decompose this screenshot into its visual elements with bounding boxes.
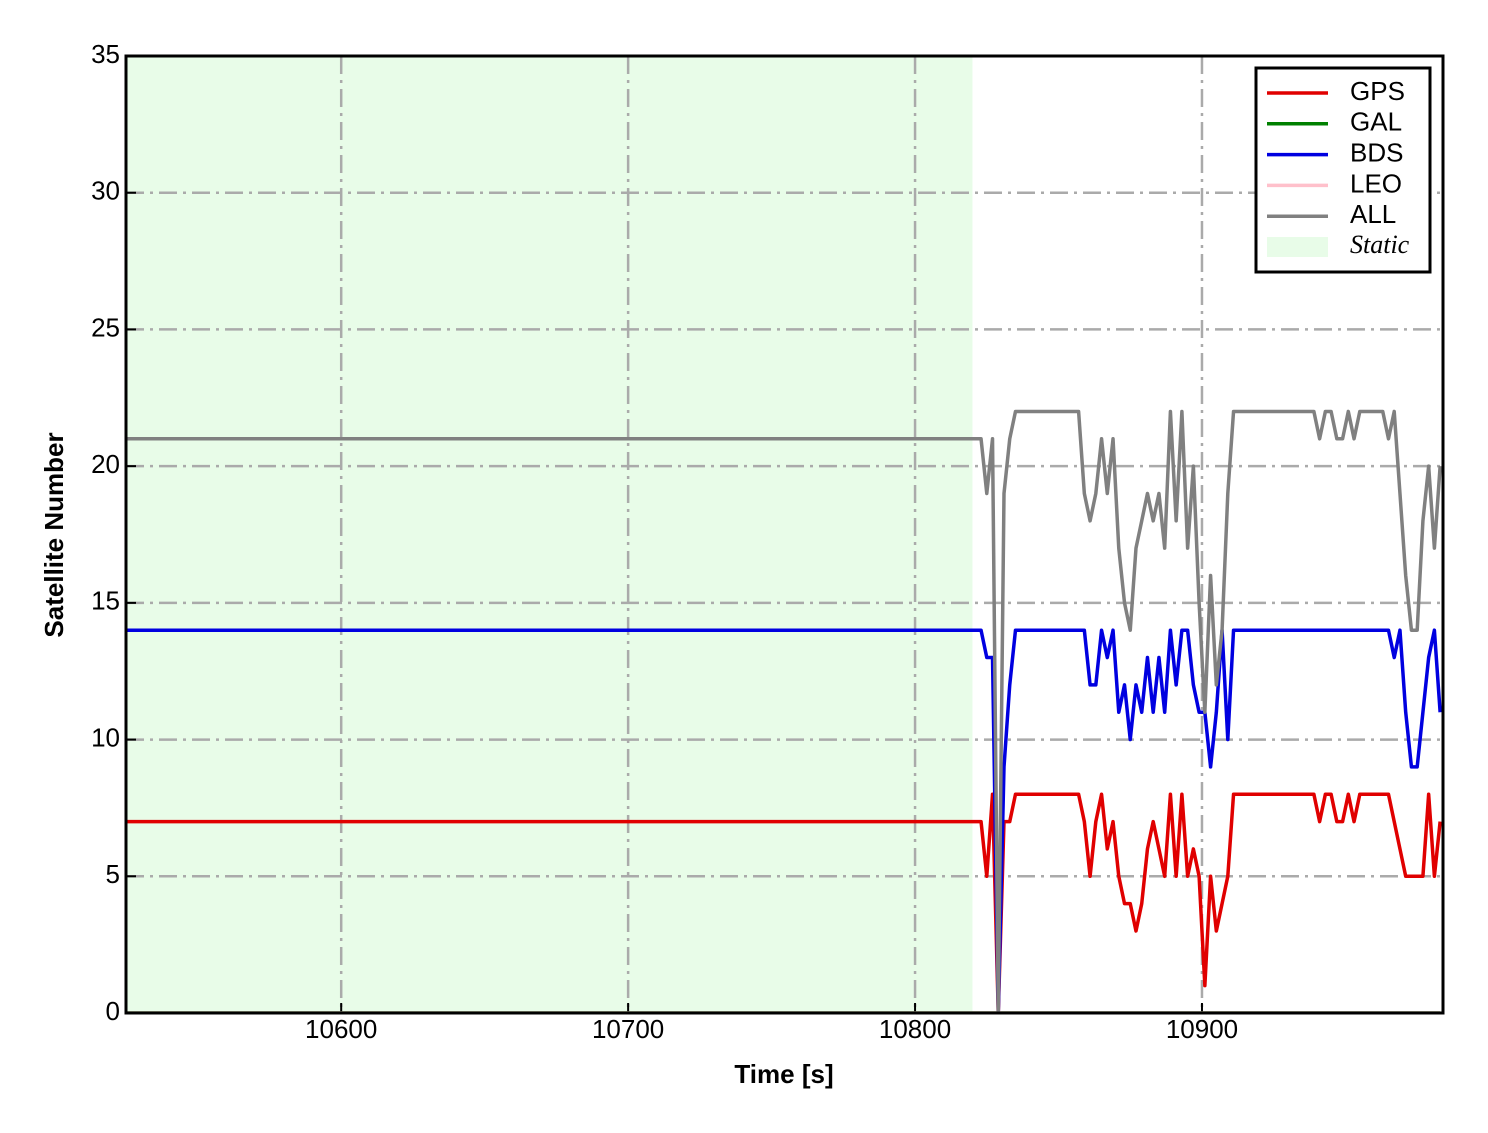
x-tick-label: 10700	[592, 1014, 664, 1044]
legend-label: GAL	[1350, 107, 1402, 137]
y-tick-label: 35	[91, 39, 120, 69]
y-tick-label: 25	[91, 312, 120, 342]
series-line	[126, 409, 1442, 1013]
y-tick-label: 30	[91, 176, 120, 206]
y-tick-label: 20	[91, 449, 120, 479]
legend-label: GPS	[1350, 76, 1405, 106]
x-tick-label: 10900	[1166, 1014, 1238, 1044]
x-tick-label: 10600	[305, 1014, 377, 1044]
plot-frame	[124, 54, 1445, 1015]
x-axis-label: Time [s]	[734, 1059, 833, 1089]
legend-label: ALL	[1350, 199, 1396, 229]
legend-label: BDS	[1350, 137, 1403, 167]
static-span	[126, 56, 973, 1013]
y-axis-label: Satellite Number	[39, 432, 69, 637]
y-tick-label: 10	[91, 722, 120, 752]
y-tick-label: 5	[106, 859, 120, 889]
x-tick-label: 10800	[879, 1014, 951, 1044]
y-tick-label: 0	[106, 996, 120, 1026]
legend-label: LEO	[1350, 168, 1402, 198]
y-tick-label: 15	[91, 586, 120, 616]
series-line	[126, 792, 1442, 1013]
legend-label: Static	[1350, 230, 1410, 259]
legend-swatch	[1267, 237, 1328, 257]
